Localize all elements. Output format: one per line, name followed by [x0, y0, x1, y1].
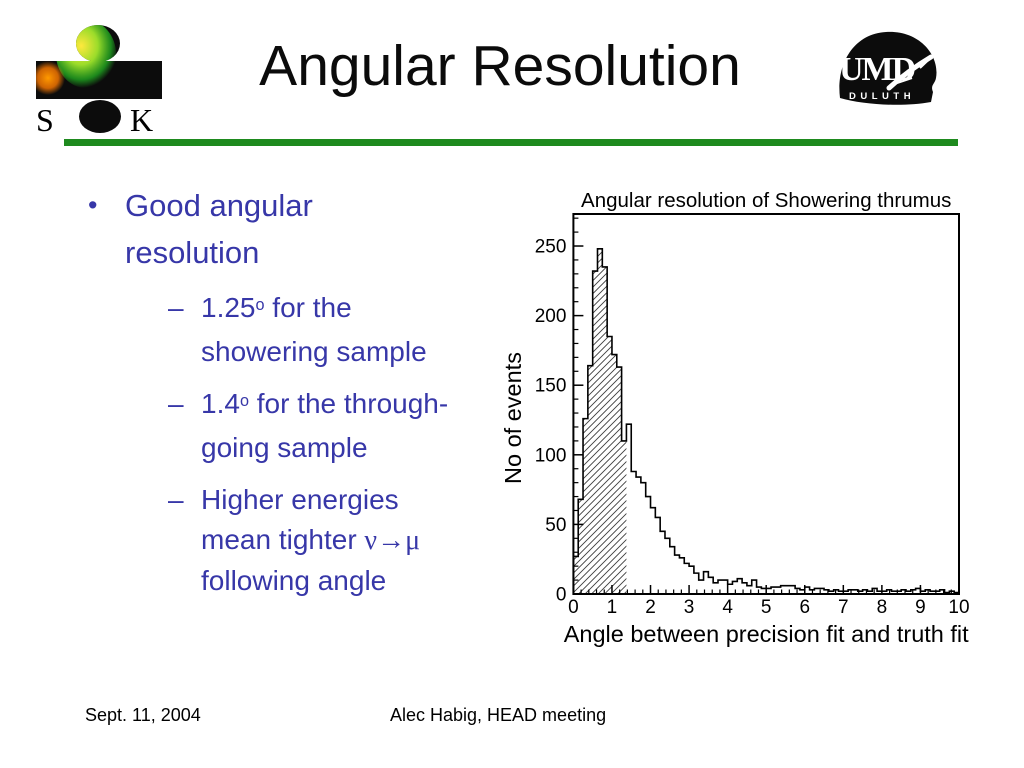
y-tick-label: 250 — [535, 237, 567, 258]
bullet-list: • Good angular resolution – 1.25o for th… — [88, 182, 518, 601]
sk-logo-shapes — [36, 25, 162, 133]
dash-marker: – — [168, 484, 184, 515]
bullet-sub-item-1-text: 1.25o for the showering sample — [201, 292, 427, 367]
x-tick-label: 2 — [645, 597, 656, 618]
y-tick-label: 50 — [545, 515, 566, 536]
y-axis-label: No of events — [500, 352, 526, 484]
sk-letter-k: K — [130, 102, 153, 138]
x-tick-label: 6 — [799, 597, 810, 618]
y-tick-label: 200 — [535, 306, 567, 327]
umd-logo-text: UMD — [839, 51, 915, 88]
y-tick-label: 100 — [535, 445, 567, 466]
footer-date: Sept. 11, 2004 — [85, 705, 201, 725]
x-tick-label: 7 — [838, 597, 849, 618]
hatched-region — [573, 248, 627, 595]
title-divider-rule — [64, 139, 958, 146]
bullet-sub-item-1: – 1.25o for the showering sample — [168, 288, 518, 372]
dash-marker: – — [168, 292, 184, 323]
bullet-sub-item-3-text: Higher energies mean tighter ν→μ followi… — [201, 484, 421, 596]
sk-orange-blob — [36, 61, 65, 95]
x-tick-label: 10 — [948, 597, 969, 618]
bullet-sub-item-3: – Higher energies mean tighter ν→μ follo… — [168, 480, 518, 601]
page-title: Angular Resolution — [259, 34, 741, 98]
umd-swoosh-icon — [886, 54, 934, 91]
superk-logo: S K — [36, 25, 162, 138]
plot-frame — [572, 213, 961, 595]
x-tick-label: 5 — [761, 597, 772, 618]
sk-letter-s: S — [36, 102, 54, 138]
y-tick-label: 150 — [535, 376, 567, 397]
y-tick-label: 0 — [556, 585, 567, 606]
umd-logo-subtext: DULUTH — [849, 91, 915, 102]
x-tick-label: 3 — [684, 597, 695, 618]
bullet-sub-item-2-text: 1.4o for the through-going sample — [201, 388, 449, 463]
chart-title: Angular resolution of Showering thrumus — [581, 189, 951, 212]
x-axis-label: Angle between precision fit and truth fi… — [564, 621, 969, 647]
bullet-level1: • Good angular resolution — [88, 182, 518, 276]
x-tick-label: 4 — [722, 597, 733, 618]
footer-author: Alec Habig, HEAD meeting — [390, 705, 607, 725]
x-tick-label: 0 — [568, 597, 579, 618]
dash-marker: – — [168, 388, 184, 419]
sk-cherenkov-blob — [56, 25, 116, 88]
umd-swoosh-tail — [893, 47, 942, 85]
bullet-level1-text: Good angular resolution — [125, 188, 313, 270]
umd-duluth-logo: UMD DULUTH — [839, 31, 942, 105]
x-tick-label: 8 — [877, 597, 888, 618]
bullet-marker: • — [88, 190, 98, 220]
umd-logo-silhouette — [839, 31, 937, 105]
x-tick-label: 1 — [607, 597, 618, 618]
bullet-sub-item-2: – 1.4o for the through-going sample — [168, 384, 518, 468]
x-tick-label: 9 — [915, 597, 926, 618]
histogram-outline — [572, 248, 960, 594]
